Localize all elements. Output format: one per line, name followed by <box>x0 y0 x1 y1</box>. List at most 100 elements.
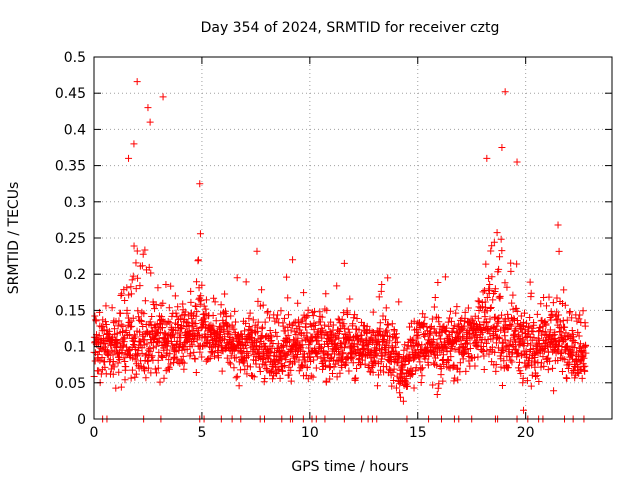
data-point <box>329 321 337 329</box>
data-point <box>542 321 550 329</box>
data-point <box>472 337 480 345</box>
data-point <box>277 307 285 315</box>
data-point <box>120 354 128 362</box>
data-point <box>527 289 535 297</box>
data-point <box>564 364 572 372</box>
data-point <box>533 348 541 356</box>
data-point <box>254 327 262 335</box>
data-point <box>537 300 545 308</box>
data-point <box>159 353 167 361</box>
data-point <box>273 332 281 340</box>
data-point <box>309 312 317 320</box>
data-point <box>507 356 515 364</box>
data-point <box>522 347 530 355</box>
data-point <box>333 282 341 290</box>
data-point <box>567 352 575 360</box>
data-point <box>508 299 516 307</box>
data-point <box>349 333 357 341</box>
data-point <box>301 356 309 364</box>
data-point <box>560 286 568 294</box>
data-point <box>252 360 260 368</box>
data-point <box>544 366 552 374</box>
data-point <box>497 326 505 334</box>
data-point <box>141 297 149 305</box>
data-point <box>372 350 380 358</box>
data-point <box>217 330 225 338</box>
data-point <box>253 247 261 255</box>
data-point <box>134 347 142 355</box>
data-point <box>463 340 471 348</box>
data-point <box>98 353 106 361</box>
data-point <box>554 221 562 229</box>
data-point <box>233 372 241 380</box>
data-point <box>109 370 117 378</box>
data-point <box>274 311 282 319</box>
data-point <box>431 294 439 302</box>
data-point <box>159 93 167 101</box>
data-point <box>426 324 434 332</box>
data-point <box>533 310 541 318</box>
data-point <box>230 364 238 372</box>
data-point <box>482 260 490 268</box>
data-point <box>237 340 245 348</box>
data-point <box>446 307 454 315</box>
data-point <box>196 300 204 308</box>
data-point <box>511 345 519 353</box>
data-point <box>486 281 494 289</box>
data-point <box>540 362 548 370</box>
data-point <box>108 304 116 312</box>
data-point <box>358 356 366 364</box>
data-point <box>232 318 240 326</box>
data-point <box>116 356 124 364</box>
data-point <box>414 328 422 336</box>
data-point <box>200 321 208 329</box>
data-point <box>115 368 123 376</box>
data-point <box>154 364 162 372</box>
data-point <box>131 333 139 341</box>
data-point <box>294 350 302 358</box>
data-point <box>254 318 262 326</box>
data-point <box>217 336 225 344</box>
data-point <box>134 274 142 282</box>
data-point <box>513 158 521 166</box>
data-point <box>210 352 218 360</box>
data-point <box>512 304 520 312</box>
data-point <box>128 276 136 284</box>
data-point <box>242 278 250 286</box>
data-point <box>95 332 103 340</box>
data-point <box>512 338 520 346</box>
data-point <box>358 335 366 343</box>
data-point <box>146 118 154 126</box>
data-point <box>507 322 515 330</box>
data-point <box>129 272 137 280</box>
data-point <box>101 363 109 371</box>
data-point <box>401 341 409 349</box>
data-point <box>242 319 250 327</box>
data-point <box>304 375 312 383</box>
data-point <box>344 325 352 333</box>
data-point <box>267 368 275 376</box>
data-point <box>337 339 345 347</box>
data-point <box>482 319 490 327</box>
y-tick-label: 0.1 <box>64 340 86 356</box>
data-point <box>261 318 269 326</box>
data-point <box>429 381 437 389</box>
data-point <box>283 273 291 281</box>
data-point <box>486 304 494 312</box>
data-point <box>441 340 449 348</box>
data-point <box>533 372 541 380</box>
data-point <box>558 368 566 376</box>
data-point <box>574 328 582 336</box>
data-point <box>542 302 550 310</box>
data-point <box>541 328 549 336</box>
x-tick-label: 15 <box>409 425 427 441</box>
data-point <box>345 367 353 375</box>
data-point <box>561 323 569 331</box>
data-point <box>513 260 521 268</box>
data-point <box>582 349 590 357</box>
data-point <box>120 335 128 343</box>
data-point <box>282 334 290 342</box>
data-point <box>447 353 455 361</box>
data-point <box>534 335 542 343</box>
data-point <box>92 316 100 324</box>
